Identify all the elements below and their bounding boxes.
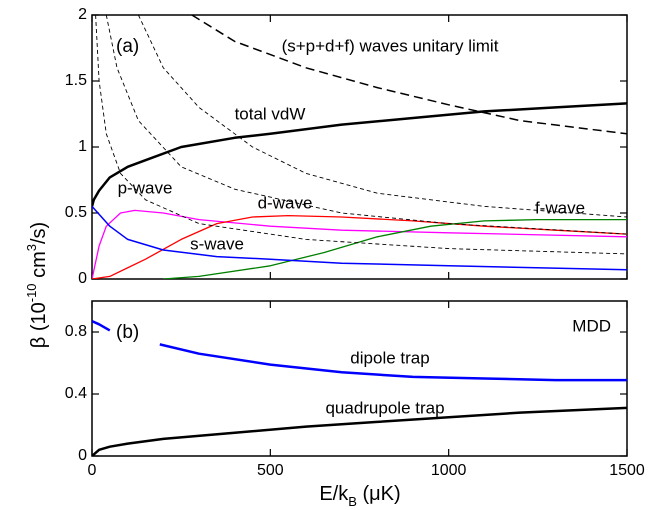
series-line bbox=[163, 218, 627, 279]
plot-frame bbox=[91, 300, 628, 457]
x-tick-label: 1500 bbox=[609, 462, 645, 479]
plot-area bbox=[92, 15, 627, 279]
series-label: s-wave bbox=[190, 234, 244, 253]
series-line bbox=[92, 102, 627, 207]
x-axis-label-part: E/k bbox=[319, 483, 349, 505]
series-label: quadrupole trap bbox=[325, 398, 444, 417]
series-label: dipole trap bbox=[350, 348, 429, 367]
y-axis-label-part: -10 bbox=[24, 283, 39, 302]
y-axis-label-part: β (10 bbox=[28, 302, 50, 348]
y-tick-label: 1.5 bbox=[65, 72, 87, 89]
x-axis-label-part: B bbox=[348, 494, 357, 509]
y-tick-label: 0.4 bbox=[65, 385, 87, 402]
series-line bbox=[92, 209, 627, 279]
y-tick-label: 0.8 bbox=[65, 323, 87, 340]
series-line bbox=[92, 406, 627, 456]
panel-label: (b) bbox=[116, 322, 139, 343]
series-line bbox=[92, 205, 627, 271]
y-tick-label: 0 bbox=[78, 270, 87, 287]
plot-area bbox=[92, 319, 627, 456]
series-label: d-wave bbox=[258, 193, 313, 212]
y-tick-label: 2 bbox=[78, 6, 87, 23]
series-line bbox=[92, 214, 627, 279]
series-line bbox=[105, 15, 627, 235]
y-tick-label: 0.5 bbox=[65, 204, 87, 221]
x-tick-label: 0 bbox=[88, 462, 97, 479]
y-tick-label: 1 bbox=[78, 138, 87, 155]
series-line bbox=[137, 15, 627, 218]
series-label: total vdW bbox=[235, 104, 306, 123]
x-tick-label: 500 bbox=[257, 462, 284, 479]
x-axis-label: E/kB (μK) bbox=[319, 483, 400, 509]
annotation: MDD bbox=[572, 316, 611, 335]
series-line bbox=[191, 15, 627, 135]
y-axis-label-part: cm bbox=[28, 251, 50, 283]
series-label: (s+p+d+f) waves unitary limit bbox=[282, 36, 499, 55]
series-line bbox=[95, 15, 627, 255]
y-tick-label: 0 bbox=[78, 447, 87, 464]
y-axis-label-part: 3 bbox=[24, 244, 39, 251]
series-line bbox=[92, 319, 627, 382]
x-axis-label-part: (μK) bbox=[357, 483, 401, 505]
series-label: p-wave bbox=[118, 178, 173, 197]
y-axis-label-part: /s) bbox=[28, 222, 50, 244]
x-tick-label: 1000 bbox=[431, 462, 467, 479]
y-axis-label: β (10-10 cm3/s) bbox=[24, 222, 50, 348]
panel-label: (a) bbox=[116, 36, 139, 57]
series-label: f-wave bbox=[535, 198, 585, 217]
